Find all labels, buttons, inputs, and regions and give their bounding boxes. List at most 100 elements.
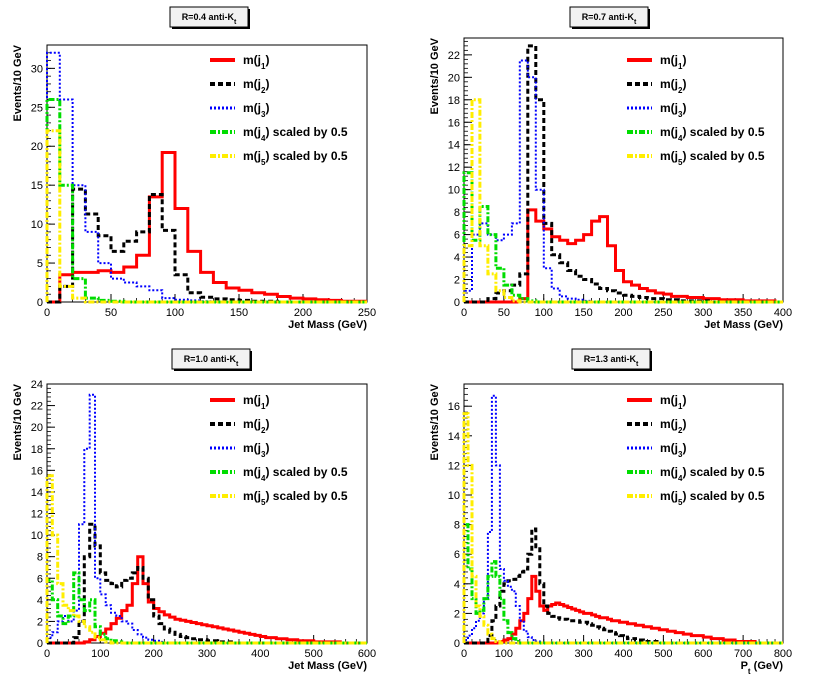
legend-label-5: m(j5) scaled by 0.5: [660, 489, 765, 507]
panel-title: R=0.4 anti-Kt: [169, 6, 250, 29]
histogram-series-2: [47, 522, 367, 645]
x-tick-label: 0: [44, 648, 50, 660]
panel-title-box: [569, 6, 649, 28]
x-tick-label: 600: [358, 648, 376, 660]
histogram-series-2: [464, 527, 783, 645]
y-tick-label: 16: [31, 465, 43, 477]
y-tick-label: 12: [448, 460, 460, 472]
x-tick-label: 200: [535, 648, 553, 660]
y-tick-label: 4: [454, 579, 460, 591]
x-tick-label: 300: [574, 648, 592, 660]
y-tick-label: 2: [454, 608, 460, 620]
legend-label-3: m(j3): [660, 101, 686, 119]
y-tick-label: 16: [448, 401, 460, 413]
x-tick-label: 100: [91, 648, 109, 660]
histogram-series-1: [47, 555, 367, 645]
y-tick-label: 10: [31, 219, 43, 231]
x-tick-label: 200: [144, 648, 162, 660]
y-tick-label: 0: [37, 638, 43, 650]
y-tick-label: 0: [454, 297, 460, 309]
x-tick-label: 800: [774, 648, 792, 660]
x-tick-label: 100: [535, 307, 553, 319]
y-tick-label: 14: [448, 431, 460, 443]
legend-label-3: m(j3): [660, 441, 686, 459]
x-tick-label: 700: [734, 648, 752, 660]
y-tick-label: 5: [37, 258, 43, 270]
panel-title-text: R=1.0 anti-Kt: [184, 354, 239, 368]
y-axis-title: Events/10 GeV: [429, 37, 441, 114]
x-tick-label: 100: [495, 648, 513, 660]
histogram-series-3: [46, 51, 367, 303]
panel-title-box: [571, 348, 651, 370]
histogram-series-2: [47, 187, 367, 304]
y-tick-label: 15: [31, 180, 43, 192]
y-tick-label: 2: [454, 275, 460, 287]
x-tick-label: 100: [166, 307, 184, 319]
y-tick-label: 20: [448, 72, 460, 84]
y-tick-label: 24: [31, 379, 43, 391]
legend-label-2: m(j2): [660, 77, 686, 95]
panel-4: 0 2 4 6 8 10 12 14 16 0 100 200 300 400 500 600 700 800Pt…: [429, 348, 792, 676]
x-tick-label: 50: [498, 307, 510, 319]
legend-label-1: m(j1): [243, 53, 269, 71]
panel-title-box: [171, 348, 251, 370]
plot-frame: [46, 44, 368, 303]
y-axis-title: Events/10 GeV: [429, 383, 441, 460]
y-tick-label: 14: [31, 487, 43, 499]
y-tick-label: 20: [31, 141, 43, 153]
y-tick-label: 12: [31, 509, 43, 521]
legend-label-2: m(j2): [660, 417, 686, 435]
y-tick-label: 8: [454, 207, 460, 219]
legend-label-2: m(j2): [243, 417, 269, 435]
histogram-series-5: [45, 474, 367, 645]
x-tick-label: 200: [294, 307, 312, 319]
y-tick-label: 10: [448, 490, 460, 502]
x-tick-label: 300: [694, 307, 712, 319]
y-tick-label: 6: [454, 230, 460, 242]
histogram-series-5: [462, 98, 783, 304]
histogram-series-4: [462, 523, 783, 645]
y-tick-label: 10: [31, 530, 43, 542]
legend-label-2: m(j2): [243, 77, 269, 95]
legend-label-5: m(j5) scaled by 0.5: [243, 489, 348, 507]
histogram-series-1: [47, 151, 367, 304]
legend-label-4: m(j4) scaled by 0.5: [660, 465, 765, 483]
y-tick-label: 4: [454, 252, 460, 264]
histogram-series-4: [45, 571, 367, 645]
x-tick-label: 0: [461, 648, 467, 660]
x-tick-label: 150: [230, 307, 248, 319]
y-tick-label: 4: [37, 595, 43, 607]
x-tick-label: 600: [694, 648, 712, 660]
y-tick-label: 22: [448, 50, 460, 62]
x-tick-label: 50: [105, 307, 117, 319]
x-tick-label: 500: [654, 648, 672, 660]
histogram-series-3: [463, 394, 783, 644]
y-axis-title: Events/10 GeV: [12, 383, 24, 460]
x-tick-label: 400: [774, 307, 792, 319]
y-axis-title: Events/10 GeV: [12, 44, 24, 121]
histogram-series-5: [462, 412, 783, 645]
y-tick-label: 18: [31, 444, 43, 456]
plot-frame: [463, 383, 784, 644]
y-tick-label: 12: [448, 162, 460, 174]
x-tick-label: 350: [734, 307, 752, 319]
y-tick-label: 8: [454, 520, 460, 532]
legend-label-5: m(j5) scaled by 0.5: [660, 149, 765, 167]
histogram-series-5: [45, 129, 367, 304]
y-tick-label: 14: [448, 140, 460, 152]
x-tick-label: 250: [654, 307, 672, 319]
x-tick-label: 150: [574, 307, 592, 319]
x-tick-label: 200: [614, 307, 632, 319]
panel-title-text: R=1.3 anti-Kt: [584, 354, 639, 368]
legend-label-1: m(j1): [660, 53, 686, 71]
legend-label-4: m(j4) scaled by 0.5: [243, 465, 348, 483]
panel-title-text: R=0.7 anti-Kt: [582, 12, 637, 26]
y-tick-label: 16: [448, 117, 460, 129]
x-tick-label: 0: [44, 307, 50, 319]
legend: m(j1) m(j2) m(j3) m(j4) scaled by 0.5 m(j5) …: [210, 393, 348, 507]
y-tick-label: 22: [31, 401, 43, 413]
legend-label-1: m(j1): [243, 393, 269, 411]
x-tick-label: 400: [614, 648, 632, 660]
